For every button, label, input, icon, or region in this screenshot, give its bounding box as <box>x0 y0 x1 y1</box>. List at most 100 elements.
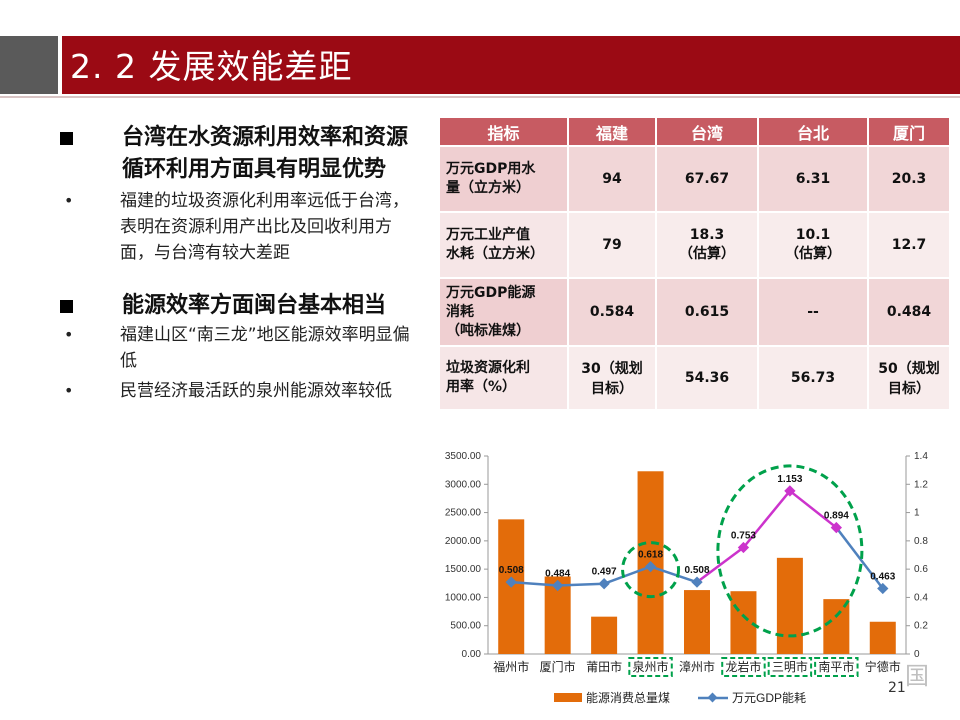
legend-label: 能源消费总量煤 <box>586 691 670 705</box>
dot-bullet-icon: • <box>64 381 74 400</box>
y-tick-label-right: 0 <box>914 649 920 660</box>
table-cell: 0.584 <box>569 279 655 345</box>
table-row: 万元GDP用水 量（立方米） 94 67.67 6.31 20.3 <box>440 147 949 211</box>
line-segment <box>742 490 791 549</box>
column-header: 指标 <box>440 118 567 145</box>
line-segment <box>789 489 838 529</box>
line-point <box>784 485 796 497</box>
column-header: 厦门 <box>869 118 949 145</box>
sub-point: • 福建山区“南三龙”地区能源效率明显偏低 <box>54 322 414 374</box>
legend-bar-swatch <box>554 693 582 702</box>
y-tick-label-right: 1 <box>914 508 920 519</box>
column-header: 台湾 <box>657 118 757 145</box>
column-header: 台北 <box>759 118 867 145</box>
y-tick-label-left: 0.00 <box>462 649 482 660</box>
row-label: 万元GDP能源 消耗 （吨标准煤） <box>440 279 567 345</box>
header-bar <box>0 36 960 94</box>
y-tick-label-right: 1.2 <box>914 479 928 490</box>
y-tick-label-left: 500.00 <box>450 621 481 632</box>
row-label: 垃圾资源化利 用率（%） <box>440 347 567 409</box>
table-row: 垃圾资源化利 用率（%） 30（规划 目标） 54.36 56.73 50（规划 目标… <box>440 347 949 409</box>
bar <box>823 599 850 654</box>
highlight-circle <box>621 541 681 599</box>
table-cell: 56.73 <box>759 347 867 409</box>
data-label: 0.508 <box>684 565 709 576</box>
sub-point: • 福建的垃圾资源化利用率远低于台湾，表明在资源利用产出比及回收利用方面，与台湾… <box>54 188 414 266</box>
square-bullet-icon <box>60 132 73 145</box>
bullet-list: 台湾在水资源利用效率和资源循环利用方面具有明显优势 • 福建的垃圾资源化利用率远… <box>54 122 414 404</box>
line-segment <box>557 582 605 587</box>
table-row: 万元GDP能源 消耗 （吨标准煤） 0.584 0.615 -- 0.484 <box>440 279 949 345</box>
row-label: 万元GDP用水 量（立方米） <box>440 147 567 211</box>
table-cell: 6.31 <box>759 147 867 211</box>
table-cell: -- <box>759 279 867 345</box>
line-segment <box>650 565 698 584</box>
y-tick-label-left: 1500.00 <box>445 564 482 575</box>
page-title: 2. 2 发展效能差距 <box>70 47 353 86</box>
y-tick-label-left: 1000.00 <box>445 592 482 603</box>
header-separator <box>58 36 62 94</box>
sub-point-text: 福建山区“南三龙”地区能源效率明显偏低 <box>120 325 410 371</box>
main-point-1: 台湾在水资源利用效率和资源循环利用方面具有明显优势 <box>54 122 414 186</box>
x-tick-label: 三明市 <box>772 659 808 674</box>
column-header: 福建 <box>569 118 655 145</box>
legend-line-marker <box>707 692 718 703</box>
sub-point-text: 福建的垃圾资源化利用率远低于台湾，表明在资源利用产出比及回收利用方面，与台湾有较… <box>120 191 409 263</box>
x-tick-label: 漳州市 <box>679 659 715 674</box>
table-cell: 50（规划 目标） <box>869 347 949 409</box>
x-tick-label: 泉州市 <box>633 659 669 674</box>
dot-bullet-icon: • <box>64 191 74 210</box>
x-tick-label: 南平市 <box>818 659 854 674</box>
y-tick-label-right: 0.6 <box>914 564 928 575</box>
y-tick-label-right: 0.2 <box>914 621 928 632</box>
table-cell: 94 <box>569 147 655 211</box>
energy-chart: 0.00 500.00 1000.00 1500.00 2000.00 2500.00 30… <box>445 451 928 705</box>
table-cell: 10.1 （估算） <box>759 213 867 277</box>
table-cell: 0.484 <box>869 279 949 345</box>
data-label: 0.618 <box>638 550 663 561</box>
table-cell: 30（规划 目标） <box>569 347 655 409</box>
dot-bullet-icon: • <box>64 325 74 344</box>
data-label: 0.894 <box>824 511 849 522</box>
header-underline <box>0 96 960 98</box>
table-cell: 12.7 <box>869 213 949 277</box>
sub-point-text: 民营经济最活跃的泉州能源效率较低 <box>120 381 392 401</box>
data-label: 0.753 <box>731 531 756 542</box>
table-row: 万元工业产值 水耗（立方米） 79 18.3 （估算） 10.1 （估算） 12.7 <box>440 213 949 277</box>
data-label: 0.497 <box>592 567 617 578</box>
highlight-box <box>814 657 859 677</box>
line-point <box>830 521 842 534</box>
main-point-1-text: 台湾在水资源利用效率和资源循环利用方面具有明显优势 <box>122 125 409 182</box>
table-cell: 67.67 <box>657 147 757 211</box>
highlight-box <box>767 657 813 677</box>
data-label: 0.484 <box>545 569 570 580</box>
watermark-text: 国 <box>905 662 929 690</box>
bar <box>869 621 896 654</box>
row-label: 万元工业产值 水耗（立方米） <box>440 213 567 277</box>
x-tick-label: 福州市 <box>493 659 529 674</box>
y-tick-label-left: 3500.00 <box>445 451 482 462</box>
y-tick-label-right: 1.4 <box>914 451 928 462</box>
x-tick-label: 宁德市 <box>865 659 901 674</box>
highlight-circle <box>716 464 864 638</box>
bar <box>730 591 757 654</box>
y-tick-label-left: 2000.00 <box>445 536 482 547</box>
bar <box>684 590 710 654</box>
table-cell: 0.615 <box>657 279 757 345</box>
bar <box>776 557 803 654</box>
highlight-box <box>721 657 766 677</box>
highlight-box <box>628 657 673 677</box>
y-tick-label-right: 0.8 <box>914 536 928 547</box>
line-segment <box>603 565 651 585</box>
bar <box>591 616 618 654</box>
comparison-table: 指标 福建 台湾 台北 厦门 万元GDP用水 量（立方米） 94 67.67 6.… <box>438 116 951 411</box>
table-cell: 54.36 <box>657 347 757 409</box>
data-label: 0.508 <box>499 565 524 576</box>
page-number: 21 <box>888 680 906 696</box>
table-cell: 79 <box>569 213 655 277</box>
y-tick-label-left: 3000.00 <box>445 479 482 490</box>
data-label: 0.463 <box>870 572 895 583</box>
y-tick-label-right: 0.4 <box>914 592 928 603</box>
main-point-2: 能源效率方面闽台基本相当 <box>54 290 414 322</box>
table-header-row: 指标 福建 台湾 台北 厦门 <box>440 118 949 145</box>
